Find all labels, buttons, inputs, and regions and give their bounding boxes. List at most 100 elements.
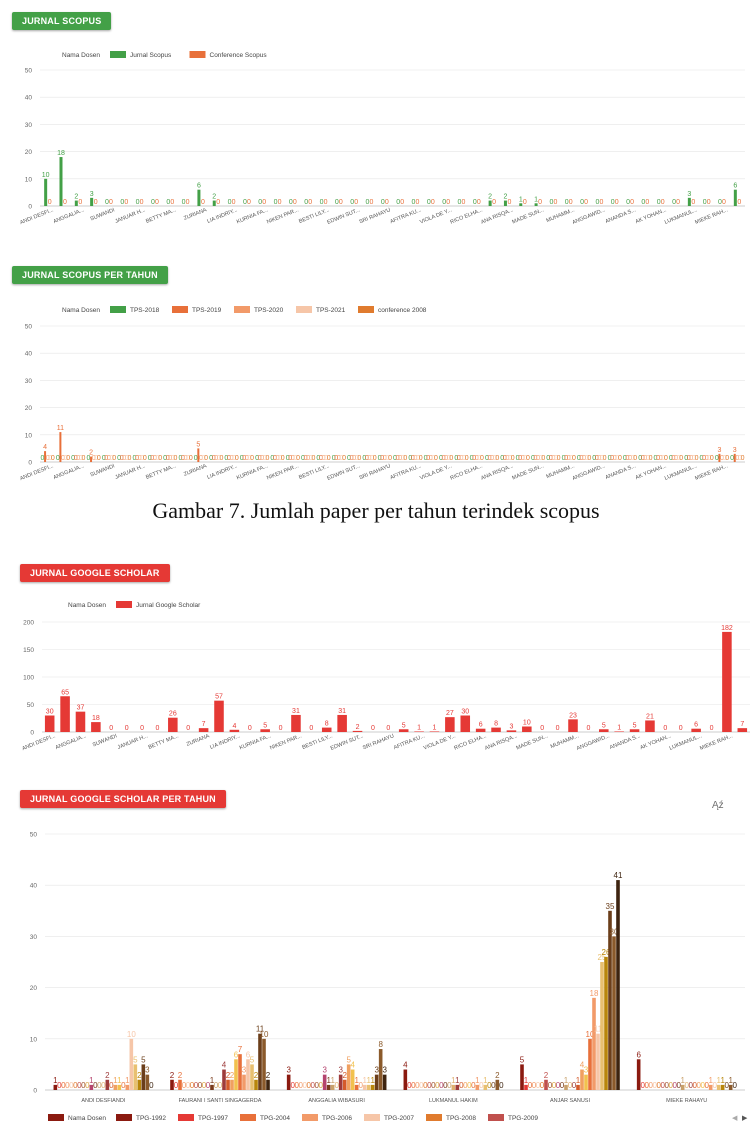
data-label: 0	[206, 1081, 211, 1090]
x-tick-label: ANGGAWID...	[572, 207, 607, 226]
legend-prev-icon[interactable]: ◀	[732, 1115, 738, 1122]
bar	[687, 197, 691, 206]
x-tick-label: ANANDA S...	[609, 733, 642, 751]
bar	[75, 711, 86, 732]
figure-caption: Gambar 7. Jumlah paper per tahun terinde…	[152, 498, 600, 523]
data-label: 6	[234, 1050, 239, 1059]
bar	[691, 728, 701, 732]
data-label: 0	[424, 455, 428, 462]
data-label: 0	[327, 455, 331, 462]
y-tick-label: 10	[25, 176, 33, 183]
x-tick-label: JANUAR H...	[117, 733, 149, 751]
bar	[374, 1074, 379, 1090]
data-label: 8	[325, 721, 329, 728]
data-label: 1	[576, 1076, 581, 1085]
data-label: 0	[171, 455, 175, 462]
data-label: 0	[649, 455, 653, 462]
x-tick-label: ANGGALIA...	[55, 733, 88, 751]
data-label: 0	[628, 455, 632, 462]
data-label: 0	[710, 725, 714, 732]
data-label: 1	[125, 1076, 130, 1085]
data-label: 0	[732, 1081, 737, 1090]
data-label: 0	[186, 199, 190, 206]
data-label: 0	[388, 455, 392, 462]
x-tick-label: NIKEN PAR...	[269, 733, 303, 751]
data-label: 0	[306, 455, 310, 462]
data-label: 0	[661, 455, 665, 462]
data-label: 1	[53, 1076, 58, 1085]
x-tick-label: SRI RAHAYU	[359, 463, 392, 481]
data-label: 4	[43, 444, 47, 451]
bar	[137, 1079, 142, 1090]
data-label: 0	[595, 455, 599, 462]
data-label: 3	[584, 1066, 589, 1075]
bar	[266, 1079, 270, 1090]
bar	[346, 1064, 351, 1090]
data-label: 0	[548, 1081, 553, 1090]
data-label: 0	[592, 455, 596, 462]
data-label: 0	[318, 1081, 323, 1090]
data-label: 0	[427, 199, 431, 206]
data-label: 30	[610, 927, 619, 936]
data-label: 0	[488, 455, 492, 462]
x-tick-label: SRI RAHAYU	[359, 207, 392, 225]
bar	[91, 722, 101, 732]
data-label: 0	[654, 455, 658, 462]
bar	[321, 727, 332, 732]
x-tick-label: SRI RAHAYU	[362, 733, 395, 751]
data-label: 8	[494, 721, 498, 728]
data-label: 0	[458, 199, 462, 206]
bar	[322, 1074, 327, 1090]
data-label: 0	[76, 455, 80, 462]
x-tick-label: BESTI LILY...	[298, 207, 331, 225]
bar	[212, 200, 216, 206]
x-tick-label: RICO ELHA...	[453, 733, 487, 752]
data-label: 5	[520, 1055, 525, 1064]
data-label: 0	[423, 1081, 428, 1090]
data-label: 0	[385, 455, 389, 462]
data-label: 0	[564, 455, 568, 462]
data-label: 0	[446, 199, 450, 206]
bar	[708, 1084, 713, 1090]
y-tick-label: 0	[28, 204, 32, 211]
data-label: 0	[255, 455, 259, 462]
data-label: 0	[730, 455, 734, 462]
data-label: 0	[298, 1081, 303, 1090]
data-label: 2	[342, 1071, 347, 1080]
data-label: 182	[721, 625, 733, 632]
sort-az-icon[interactable]: Ąź	[712, 800, 724, 811]
data-label: 0	[586, 725, 590, 732]
data-label: 1	[89, 1076, 94, 1085]
chart-legend: Nama Dosen TPG-1992 TPG-1997 TPG-2004 TPG-20…	[48, 1114, 748, 1122]
y-tick-label: 50	[25, 324, 33, 331]
data-label: 4	[222, 1061, 227, 1070]
data-label: 0	[143, 455, 147, 462]
data-label: 0	[534, 455, 538, 462]
x-tick-label: JANUAR H...	[114, 207, 146, 225]
data-label: 1	[362, 1076, 367, 1085]
data-label: 0	[664, 1081, 669, 1090]
bar	[612, 936, 616, 1090]
x-tick-label: AFITRA KU...	[389, 463, 422, 481]
legend-next-icon[interactable]: ▶	[742, 1115, 748, 1122]
data-label: 0	[217, 455, 221, 462]
legend-entry: TPG-1997	[198, 1115, 228, 1122]
data-label: 0	[385, 199, 389, 206]
data-label: 0	[182, 199, 186, 206]
bar	[260, 729, 270, 732]
data-label: 0	[562, 455, 566, 462]
data-label: 0	[248, 725, 252, 732]
data-label: 0	[335, 199, 339, 206]
bar	[229, 729, 240, 732]
data-label: 0	[279, 725, 283, 732]
bar	[286, 1074, 291, 1090]
legend-swatch	[364, 1114, 380, 1121]
data-label: 0	[479, 1081, 484, 1090]
data-label: 0	[700, 455, 704, 462]
data-label: 0	[552, 1081, 557, 1090]
data-label: 0	[56, 455, 60, 462]
x-tick-label: KURNIA FA...	[236, 463, 270, 481]
data-label: 0	[715, 455, 719, 462]
data-label: 2	[495, 1071, 500, 1080]
